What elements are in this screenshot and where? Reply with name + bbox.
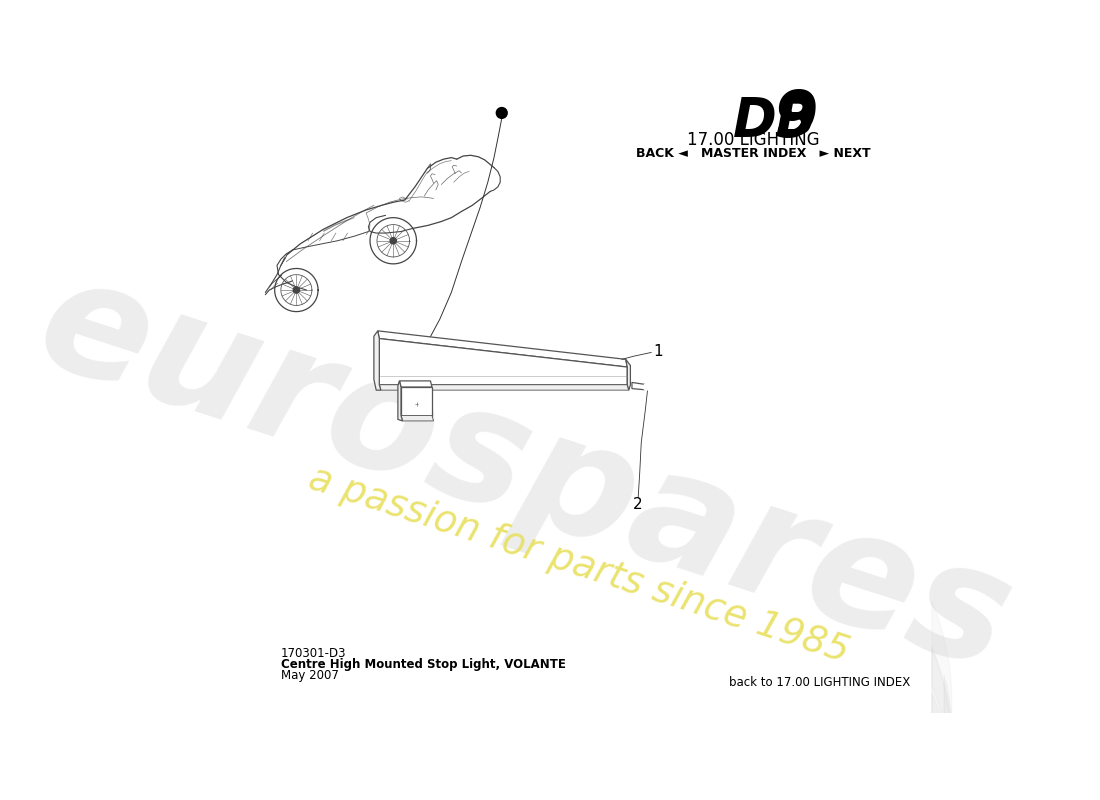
Polygon shape [626,359,630,390]
Polygon shape [377,331,627,367]
Polygon shape [399,381,432,387]
Text: back to 17.00 LIGHTING INDEX: back to 17.00 LIGHTING INDEX [729,676,910,690]
Text: 9: 9 [773,88,817,150]
Polygon shape [379,385,629,390]
Text: 170301-D3: 170301-D3 [280,647,346,660]
Polygon shape [379,338,627,385]
Circle shape [496,107,507,118]
Text: May 2007: May 2007 [280,669,339,682]
Polygon shape [402,415,433,421]
Circle shape [390,238,396,244]
Circle shape [294,287,299,293]
Text: 1: 1 [653,344,662,359]
Text: BACK ◄   MASTER INDEX   ► NEXT: BACK ◄ MASTER INDEX ► NEXT [636,147,871,160]
Text: DB: DB [733,94,816,146]
Text: 17.00 LIGHTING: 17.00 LIGHTING [688,131,820,149]
Text: Centre High Mounted Stop Light, VOLANTE: Centre High Mounted Stop Light, VOLANTE [280,658,565,670]
Text: 2: 2 [632,497,642,512]
Polygon shape [402,387,432,415]
Polygon shape [374,331,381,390]
Polygon shape [631,382,649,390]
Circle shape [644,383,651,391]
Polygon shape [398,381,403,421]
Text: a passion for parts since 1985: a passion for parts since 1985 [305,461,854,670]
Text: eurospares: eurospares [21,243,1030,703]
